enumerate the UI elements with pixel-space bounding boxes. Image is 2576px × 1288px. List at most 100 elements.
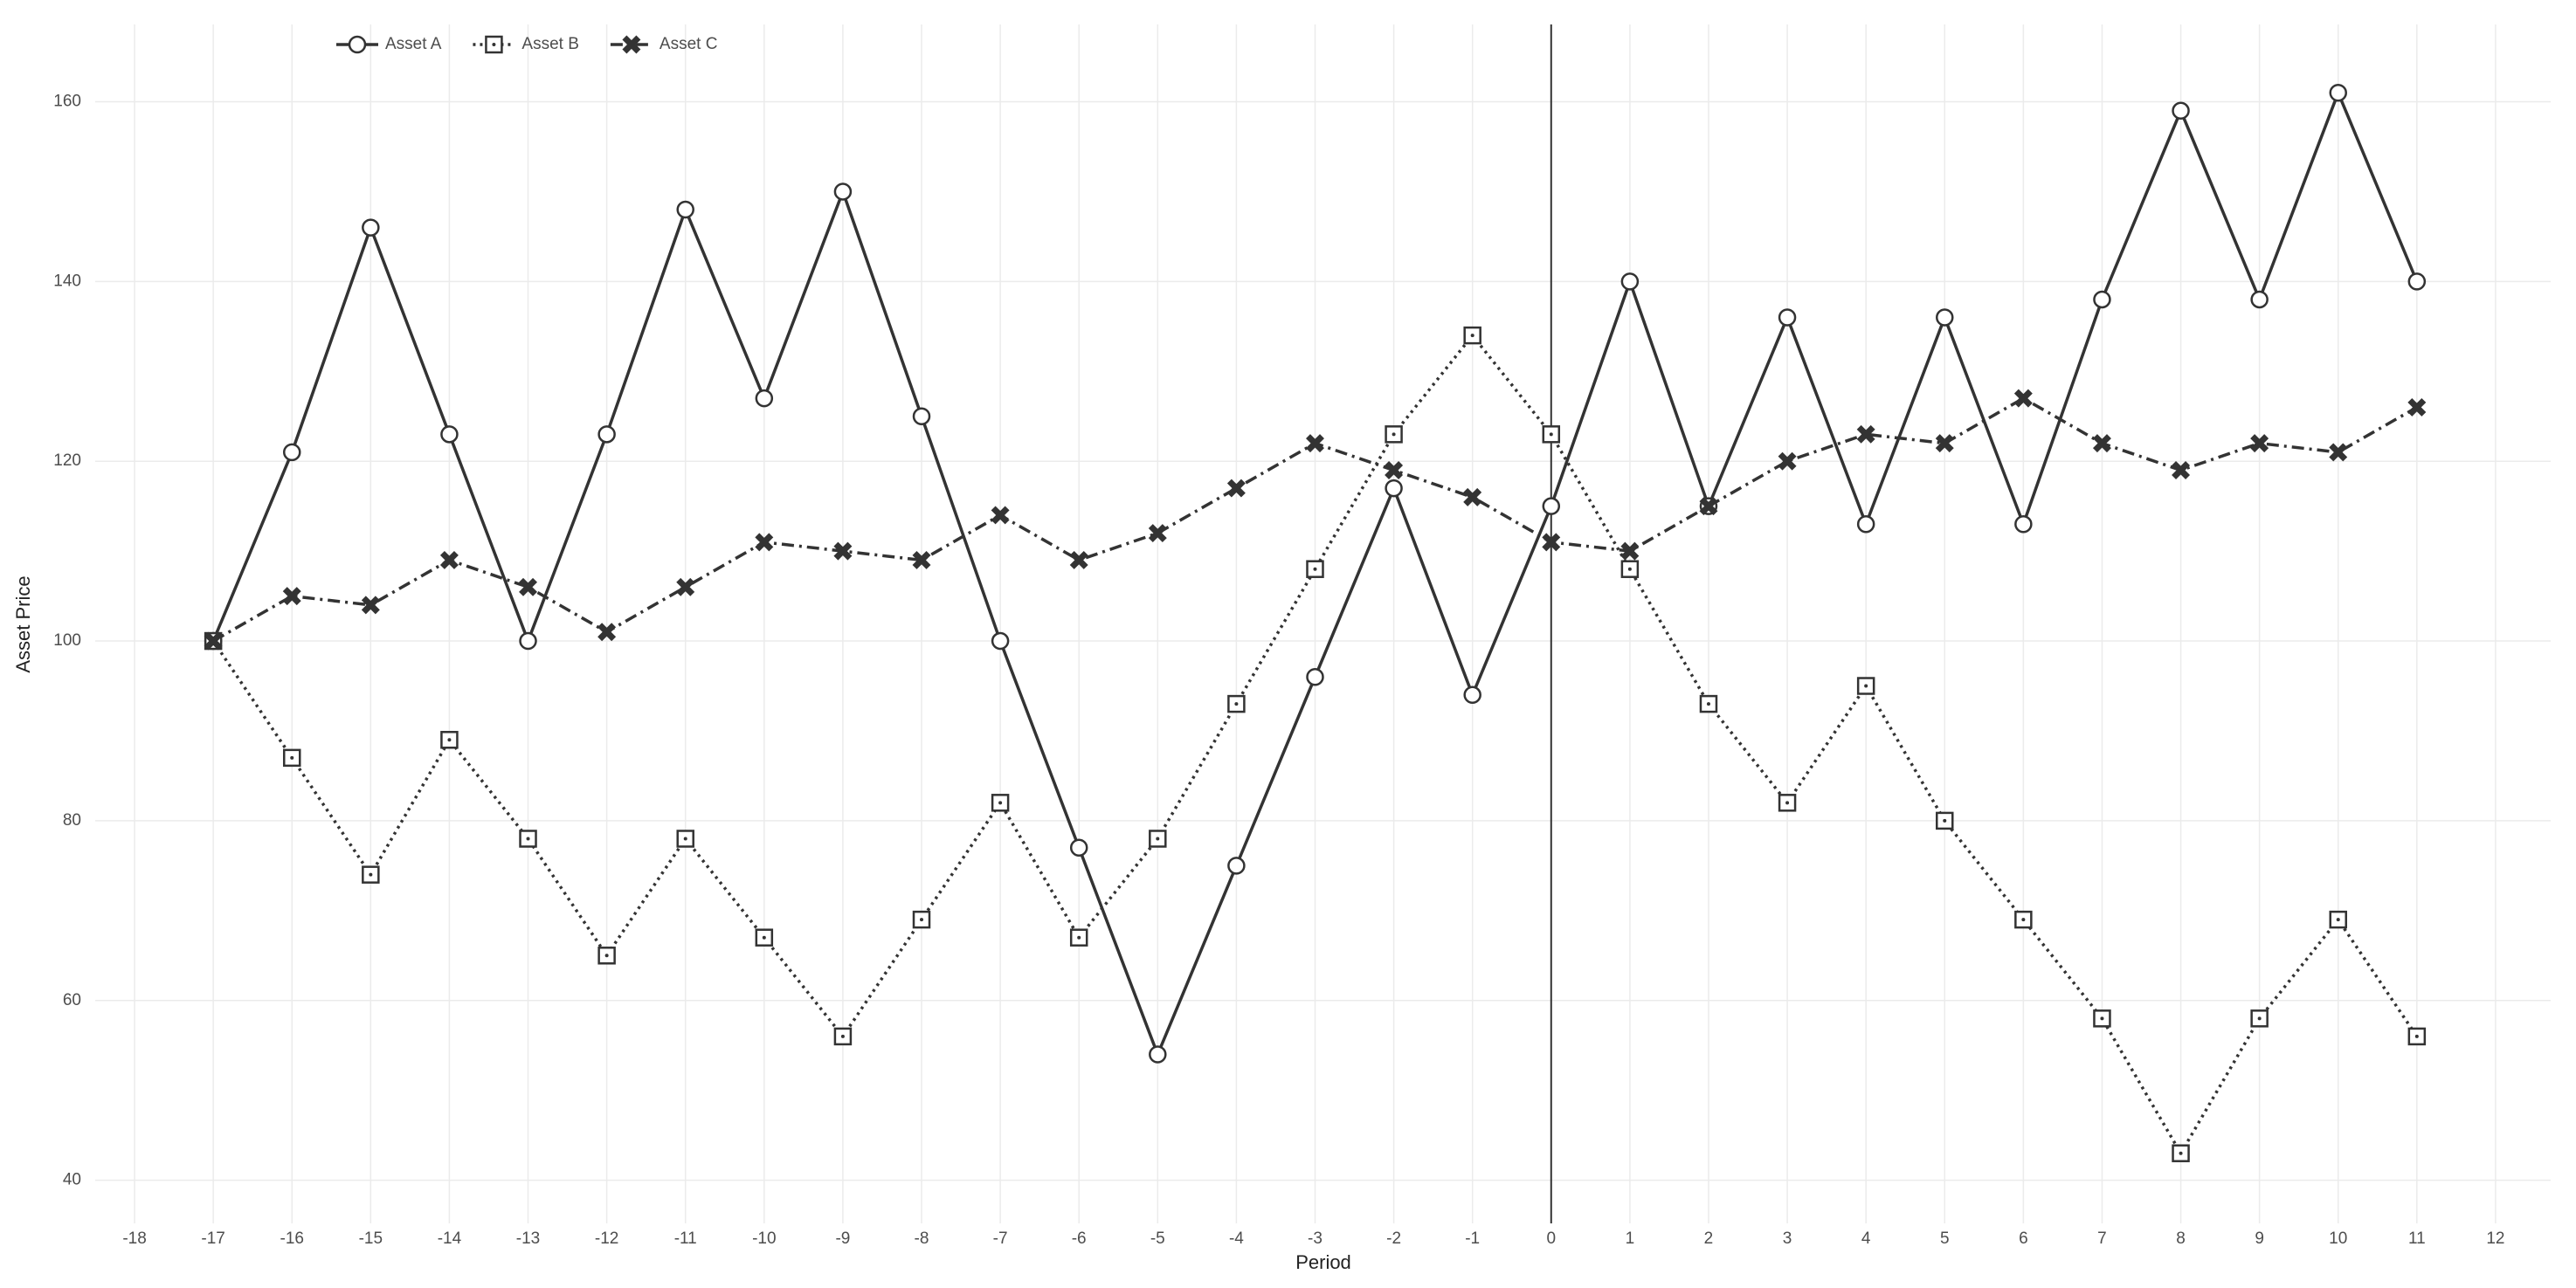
y-tick-label: 160: [53, 93, 81, 111]
marker: [1149, 1045, 1167, 1064]
marker: [439, 550, 459, 569]
y-tick-label: 40: [63, 1171, 81, 1189]
marker: [362, 865, 380, 884]
marker-shape: [833, 183, 853, 201]
marker-dot: [492, 43, 496, 46]
marker-dot: [2179, 1151, 2183, 1155]
marker: [1227, 857, 1246, 875]
marker-dot: [1234, 702, 1239, 706]
marker: [282, 587, 301, 606]
marker-shape: [2407, 272, 2427, 291]
marker: [1856, 677, 1875, 695]
marker: [440, 731, 459, 749]
x-tick-label: -1: [1465, 1229, 1480, 1248]
marker: [991, 794, 1010, 812]
marker-shape: [1306, 667, 1324, 686]
x-tick-label: -8: [915, 1229, 929, 1248]
x-tick-label: 4: [1861, 1229, 1871, 1248]
legend-label: Asset C: [660, 35, 718, 53]
marker: [755, 928, 774, 947]
marker-shape: [1385, 461, 1404, 479]
marker-shape: [1463, 685, 1481, 705]
marker: [1306, 667, 1324, 686]
x-tick-label: -5: [1150, 1229, 1165, 1248]
marker-shape: [912, 407, 931, 425]
marker: [2172, 461, 2191, 479]
marker: [597, 623, 617, 642]
y-axis-title: Asset Price: [12, 575, 34, 672]
marker: [912, 910, 931, 929]
marker-shape: [2013, 389, 2033, 408]
marker-dot: [1706, 702, 1710, 706]
marker-shape: [597, 623, 617, 642]
marker: [1935, 434, 1954, 453]
marker-shape: [361, 596, 380, 615]
marker-dot: [1077, 935, 1081, 940]
x-tick-label: -15: [359, 1229, 383, 1248]
marker-dot: [1313, 567, 1317, 571]
y-tick-label: 100: [53, 631, 81, 650]
marker: [622, 35, 641, 54]
marker-shape: [282, 443, 301, 462]
marker-dot: [447, 738, 452, 742]
marker-shape: [1463, 487, 1482, 506]
marker: [1542, 533, 1561, 552]
marker-shape: [348, 35, 367, 54]
marker: [1778, 451, 1797, 471]
marker-shape: [1069, 838, 1088, 858]
marker: [912, 550, 931, 569]
marker-shape: [622, 35, 641, 54]
marker: [1936, 811, 1954, 830]
legend-item: Asset B: [473, 35, 579, 54]
marker-shape: [2093, 290, 2111, 309]
x-tick-label: -4: [1229, 1229, 1244, 1248]
marker-dot: [2414, 1034, 2419, 1038]
marker-shape: [1856, 424, 1875, 444]
marker: [1069, 838, 1088, 858]
marker: [348, 35, 367, 54]
marker-dot: [369, 872, 373, 877]
marker: [597, 947, 616, 965]
marker: [1463, 685, 1481, 705]
marker-dot: [683, 837, 687, 841]
marker: [2329, 443, 2348, 462]
marker: [2407, 397, 2427, 417]
marker: [2250, 434, 2269, 453]
marker: [2407, 272, 2427, 291]
marker: [1227, 694, 1246, 713]
marker: [755, 389, 774, 408]
marker: [1306, 434, 1324, 453]
marker-shape: [1699, 497, 1718, 516]
marker-shape: [2014, 515, 2033, 534]
marker-shape: [1542, 497, 1561, 515]
marker: [1699, 497, 1718, 516]
marker-dot: [1156, 837, 1160, 841]
marker: [1620, 541, 1640, 561]
marker-shape: [204, 631, 223, 651]
marker-shape: [1620, 272, 1640, 291]
marker: [361, 596, 380, 615]
marker-dot: [2257, 1016, 2262, 1021]
marker-shape: [519, 631, 537, 651]
marker: [1778, 308, 1797, 327]
marker: [2013, 389, 2033, 408]
marker-shape: [440, 425, 459, 444]
x-tick-label: -14: [438, 1229, 462, 1248]
marker-shape: [1778, 451, 1797, 471]
marker: [1699, 694, 1718, 713]
marker: [1936, 308, 1954, 327]
marker-shape: [1856, 515, 1875, 534]
marker: [833, 183, 853, 201]
marker-dot: [526, 837, 530, 841]
x-tick-label: -3: [1308, 1229, 1323, 1248]
marker: [1778, 794, 1797, 812]
marker: [519, 577, 538, 596]
marker-dot: [2100, 1016, 2104, 1021]
marker-shape: [2329, 443, 2348, 462]
x-tick-label: 3: [1783, 1229, 1792, 1248]
x-tick-label: 2: [1704, 1229, 1714, 1248]
marker: [1856, 515, 1875, 534]
marker-dot: [290, 755, 294, 760]
marker-shape: [2329, 83, 2347, 102]
